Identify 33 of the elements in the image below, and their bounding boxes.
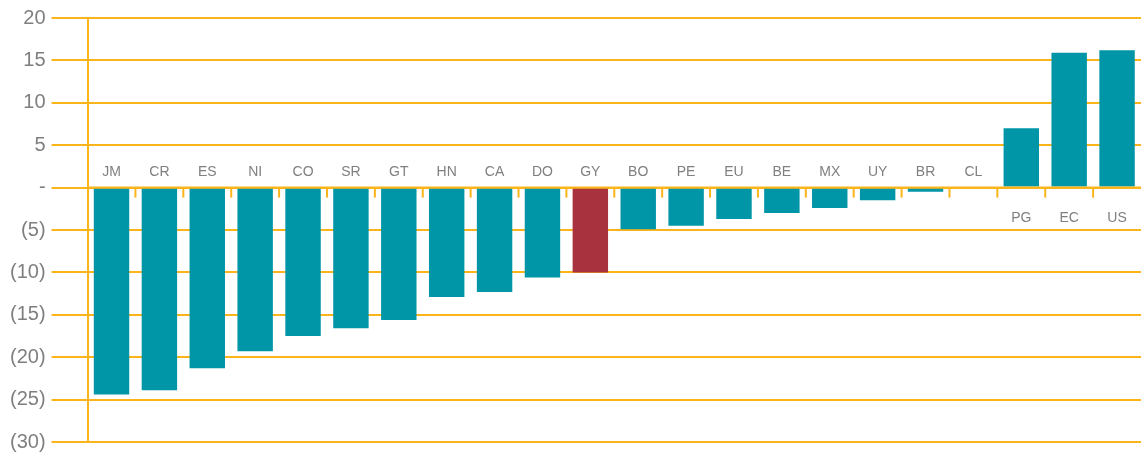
x-tick-label: ES	[197, 163, 217, 180]
y-tick-label: 10	[23, 90, 46, 113]
x-tick-label: CR	[149, 163, 170, 180]
y-tick-label: 15	[23, 47, 46, 70]
x-tick-label: GT	[389, 163, 409, 180]
y-tick-label: (20)	[9, 344, 46, 367]
x-tick-label: CA	[484, 163, 505, 180]
x-tick-label: BR	[915, 163, 936, 180]
x-tick-label: US	[1107, 209, 1127, 226]
x-tick-label: EC	[1059, 209, 1079, 226]
x-tick-label: MX	[819, 163, 841, 180]
y-tick-label: (25)	[9, 387, 46, 410]
x-tick-label: NI	[248, 163, 263, 180]
x-tick-label: CL	[964, 163, 983, 180]
x-tick-label: JM	[102, 163, 121, 180]
y-tick-label: (30)	[9, 429, 46, 452]
x-tick-label: PE	[676, 163, 696, 180]
y-tick-label: (15)	[9, 302, 46, 325]
y-tick-label: 20	[23, 5, 46, 28]
x-tick-label: HN	[436, 163, 457, 180]
x-tick-label: BE	[772, 163, 792, 180]
x-tick-label: EU	[724, 163, 744, 180]
y-tick-label: -	[38, 175, 46, 198]
x-tick-label: UY	[867, 163, 889, 180]
x-tick-label: CO	[292, 163, 314, 180]
x-tick-label: BO	[628, 163, 649, 180]
y-tick-label: (5)	[21, 217, 46, 240]
y-tick-label: 5	[34, 132, 46, 155]
x-tick-label: GY	[580, 163, 602, 180]
y-tick-label: (10)	[9, 259, 46, 282]
x-tick-label: DO	[531, 163, 554, 180]
x-tick-label: PG	[1011, 209, 1032, 226]
x-tick-label: SR	[341, 163, 361, 180]
